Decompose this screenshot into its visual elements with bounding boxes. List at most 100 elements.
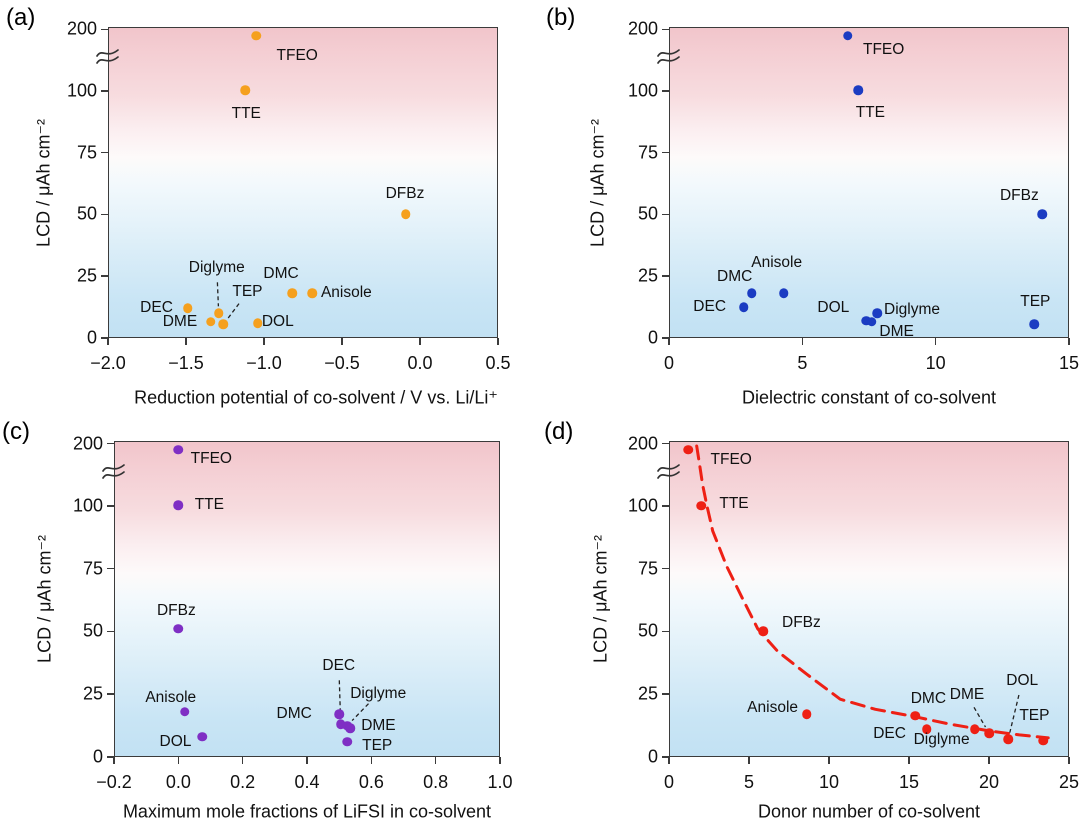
data-point-TTE <box>240 85 251 95</box>
x-tick-label: −0.2 <box>96 772 132 792</box>
y-tick-label: 50 <box>76 203 97 224</box>
y-tick-mark <box>101 213 108 216</box>
y-tick-label: 50 <box>637 203 658 224</box>
x-tick-mark <box>263 338 265 345</box>
point-label-TTE: TTE <box>231 105 261 123</box>
y-tick-label: 200 <box>627 433 658 454</box>
y-tick-label: 100 <box>627 80 658 101</box>
y-tick-mark <box>101 151 108 154</box>
data-point-TEP <box>218 319 229 330</box>
y-tick-mark <box>662 630 669 633</box>
point-label-TEP: TEP <box>232 283 263 301</box>
x-tick-label: 0.8 <box>423 772 449 792</box>
x-tick-mark <box>801 338 804 345</box>
x-tick-mark <box>434 757 437 764</box>
data-point-Diglyme <box>969 724 980 735</box>
point-label-Anisole: Anisole <box>320 284 372 302</box>
point-label-DOL: DOL <box>159 732 192 750</box>
data-point-DMC <box>910 710 921 721</box>
y-tick-mark <box>107 756 114 758</box>
y-tick-label: 100 <box>627 495 658 516</box>
x-tick-mark <box>934 338 937 345</box>
point-label-Anisole: Anisole <box>747 699 799 717</box>
x-tick-mark <box>341 338 343 345</box>
point-label-DEC: DEC <box>693 298 727 316</box>
x-tick-mark <box>828 757 830 764</box>
data-point-DEC <box>182 303 193 314</box>
y-tick-mark <box>107 567 114 570</box>
point-label-TEP: TEP <box>362 736 393 754</box>
data-point-DOL <box>253 318 263 328</box>
plot-area-c <box>114 441 500 757</box>
y-tick-label: 0 <box>92 746 103 767</box>
plot-area-a <box>108 27 498 338</box>
data-point-Diglyme <box>872 308 882 319</box>
y-tick-mark <box>662 505 669 507</box>
y-tick-mark <box>101 90 108 92</box>
point-label-DME: DME <box>162 312 198 330</box>
x-tick-mark <box>1068 757 1070 764</box>
x-tick-mark <box>419 338 421 345</box>
point-label-DFBz: DFBz <box>999 187 1039 205</box>
x-tick-label: 15 <box>1058 353 1080 373</box>
point-label-TFEO: TFEO <box>710 450 752 468</box>
point-label-DMC: DMC <box>717 268 753 286</box>
data-point-TTE <box>173 500 184 510</box>
x-tick-mark <box>113 757 115 764</box>
x-tick-label: 15 <box>898 772 920 792</box>
point-label-DOL: DOL <box>261 313 294 331</box>
data-point-TFEO <box>173 445 184 455</box>
x-tick-mark <box>668 757 670 764</box>
x-tick-mark <box>497 338 499 345</box>
x-tick-mark <box>185 338 187 345</box>
y-axis-break-icon <box>96 49 119 64</box>
data-point-DOL <box>197 732 208 742</box>
x-tick-mark <box>748 757 750 764</box>
y-tick-mark <box>662 756 669 758</box>
y-tick-label: 75 <box>76 142 97 163</box>
x-tick-mark <box>306 757 308 764</box>
point-label-TFEO: TFEO <box>862 40 905 58</box>
x-tick-mark <box>177 757 180 764</box>
x-tick-mark <box>668 338 670 345</box>
data-point-TTE <box>853 85 864 95</box>
point-label-DME: DME <box>879 322 914 340</box>
data-point-DMC <box>746 288 757 299</box>
y-tick-label: 25 <box>76 265 97 286</box>
x-tick-label: 0.4 <box>294 772 320 792</box>
x-tick-mark <box>908 757 910 764</box>
data-point-TEP <box>1029 319 1040 330</box>
point-label-DME: DME <box>949 686 985 704</box>
y-tick-label: 0 <box>647 746 658 767</box>
data-point-Anisole <box>801 709 812 720</box>
x-axis-title-a: Reduction potential of co-solvent / V vs… <box>134 387 498 408</box>
x-tick-mark <box>988 757 990 764</box>
data-point-DME <box>206 317 216 327</box>
point-label-TFEO: TFEO <box>190 449 232 467</box>
y-tick-mark <box>101 337 108 339</box>
data-point-DFBz <box>758 626 769 637</box>
point-label-Diglyme: Diglyme <box>913 731 970 749</box>
x-tick-mark <box>499 757 501 764</box>
data-point-TFEO <box>251 30 261 41</box>
y-tick-mark <box>107 442 114 445</box>
data-point-DFBz <box>173 624 184 634</box>
data-point-Diglyme <box>214 308 224 319</box>
y-tick-mark <box>662 275 669 277</box>
y-axis-title-a: LCD / μAh cm⁻² <box>33 119 54 247</box>
y-tick-label: 75 <box>637 142 658 163</box>
point-label-TTE: TTE <box>194 496 224 514</box>
x-tick-label: 1.0 <box>487 772 513 792</box>
point-label-TEP: TEP <box>1019 706 1050 724</box>
data-point-TFEO <box>683 445 693 455</box>
point-label-DEC: DEC <box>140 299 173 317</box>
data-point-DEC <box>336 719 346 730</box>
x-tick-label: 5 <box>743 772 755 792</box>
x-tick-mark <box>370 757 373 764</box>
point-label-TTE: TTE <box>855 104 885 122</box>
x-tick-label: 0.2 <box>230 772 256 792</box>
y-tick-label: 200 <box>627 18 658 39</box>
y-axis-title-b: LCD / μAh cm⁻² <box>587 119 608 247</box>
point-label-Anisole: Anisole <box>751 254 803 272</box>
y-tick-label: 0 <box>647 327 658 348</box>
